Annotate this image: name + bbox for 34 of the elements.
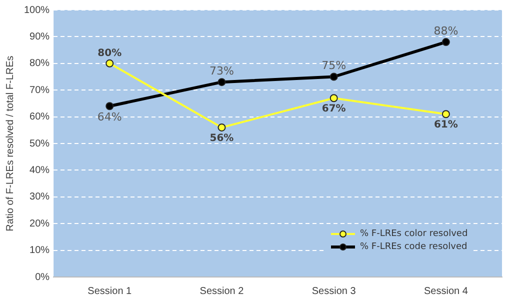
data-label: 80% bbox=[98, 48, 122, 59]
y-tick-label: 90% bbox=[30, 31, 50, 42]
point bbox=[106, 102, 114, 110]
x-tick-label: Session 2 bbox=[200, 286, 244, 297]
point bbox=[106, 59, 114, 68]
point bbox=[442, 110, 450, 118]
point bbox=[442, 38, 450, 46]
y-tick-label: 20% bbox=[30, 218, 50, 230]
data-label: 75% bbox=[322, 59, 346, 72]
data-label: 67% bbox=[322, 104, 346, 115]
data-label: 61% bbox=[434, 120, 458, 131]
y-tick-label: 0% bbox=[35, 272, 50, 283]
data-label: 73% bbox=[210, 64, 234, 78]
y-tick-label: 70% bbox=[30, 84, 50, 96]
y-tick-label: 60% bbox=[30, 112, 50, 123]
point bbox=[330, 72, 338, 81]
legend-label: % F-LREs color resolved bbox=[360, 229, 468, 239]
point bbox=[218, 78, 226, 86]
data-label: 88% bbox=[434, 24, 458, 38]
y-tick-label: 50% bbox=[30, 138, 50, 150]
y-tick-label: 80% bbox=[30, 58, 50, 70]
legend-label: % F-LREs code resolved bbox=[360, 242, 468, 252]
y-axis-title: Ratio of F-LREs resolved / total F-LREs bbox=[4, 56, 16, 232]
y-tick-label: 40% bbox=[30, 164, 50, 176]
x-tick-label: Session 3 bbox=[312, 286, 356, 297]
y-tick-label: 100% bbox=[24, 4, 50, 16]
y-tick-label: 10% bbox=[30, 245, 50, 256]
point bbox=[330, 94, 338, 102]
y-tick-label: 30% bbox=[30, 192, 50, 203]
data-label: 64% bbox=[97, 110, 122, 124]
point bbox=[218, 123, 226, 132]
data-label: 56% bbox=[210, 133, 234, 144]
x-tick-label: Session 1 bbox=[88, 286, 132, 297]
x-tick-label: Session 4 bbox=[424, 286, 468, 297]
